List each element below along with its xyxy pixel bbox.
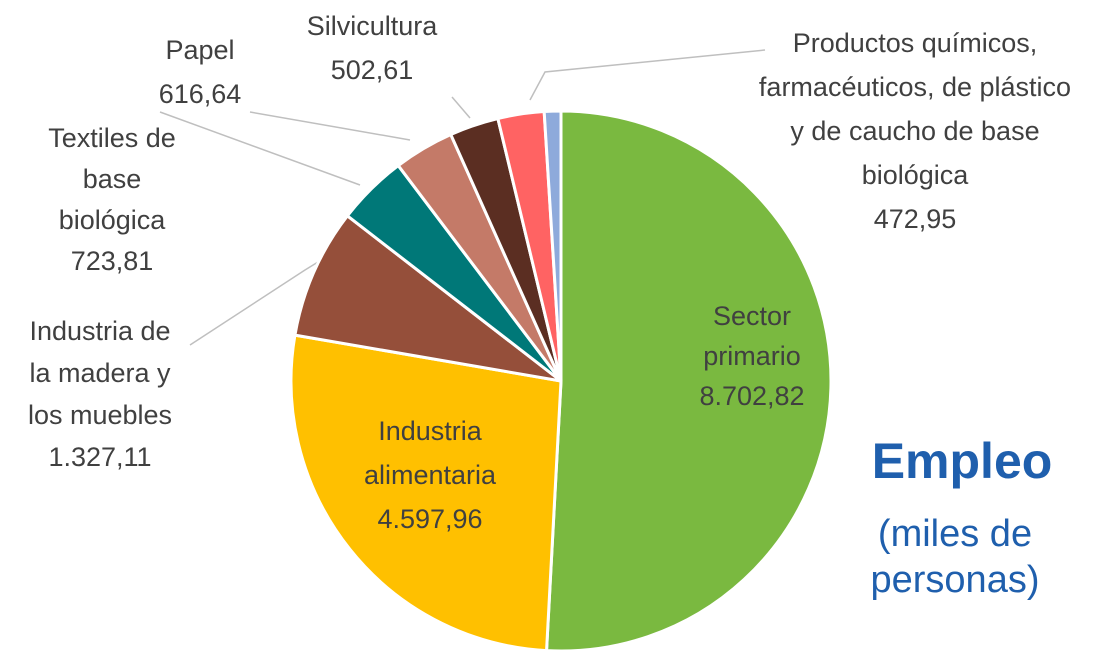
chart-subtitle: (miles de personas): [871, 513, 1040, 601]
pie-slice: [542, 109, 563, 382]
category-label: Industria alimentaria: [364, 416, 497, 490]
category-label: Silvicultura: [307, 11, 439, 41]
category-label: Industria de la madera y los muebles: [28, 316, 172, 430]
category-label: Productos químicos, farmacéuticos, de plá…: [759, 28, 1071, 190]
value-label: 8.702,82: [699, 381, 804, 411]
value-label: 723,81: [71, 246, 154, 276]
category-label: Papel: [165, 35, 234, 65]
category-label: Textiles de base biológica: [48, 123, 176, 235]
leader-line: [249, 111, 411, 141]
chart-title: Empleo: [872, 433, 1053, 489]
leader-line: [189, 261, 319, 346]
value-label: 472,95: [874, 204, 957, 234]
leader-line: [529, 49, 766, 101]
value-label: 616,64: [159, 79, 242, 109]
value-label: 502,61: [331, 55, 414, 85]
leader-line: [159, 111, 361, 186]
value-label: 4.597,96: [377, 504, 482, 534]
category-label: Sector primario: [703, 301, 801, 371]
pie-slice: [293, 213, 562, 383]
value-label: 1.327,11: [48, 442, 151, 472]
pie-slice: [545, 109, 833, 650]
pie-slice: [289, 333, 563, 650]
leader-line: [451, 96, 471, 119]
